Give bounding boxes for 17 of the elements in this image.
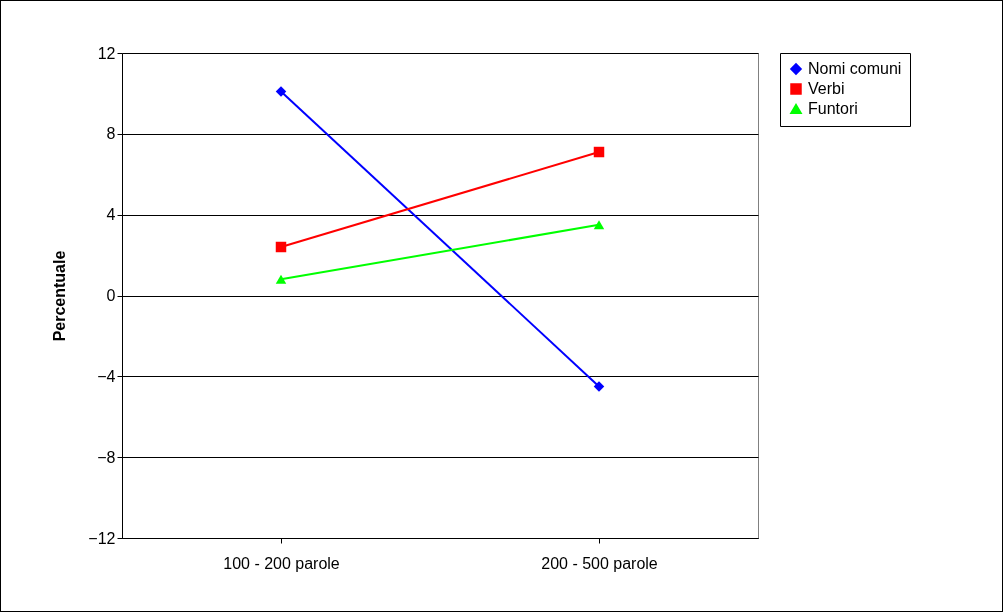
point	[275, 86, 287, 97]
y-tick-label: 8	[106, 125, 116, 143]
y-tick-label: 12	[97, 44, 116, 62]
y-tick-label: 0	[106, 287, 116, 304]
legend-label: Nomi comuni	[808, 60, 902, 77]
legend-label: Funtori	[808, 100, 858, 117]
point	[593, 381, 605, 392]
y-tick-label: −12	[88, 529, 116, 547]
x-tick-label: 200 - 500 parole	[541, 554, 658, 572]
y-axis-title: Percentuale	[51, 250, 69, 342]
point	[593, 146, 605, 158]
point	[275, 241, 287, 253]
y-tick-label: −8	[97, 448, 116, 466]
y-tick-label: 4	[106, 206, 116, 224]
x-tick-label: 100 - 200 parole	[223, 554, 340, 572]
y-tick-label: −4	[97, 367, 116, 385]
legend-label: Verbi	[808, 80, 845, 97]
